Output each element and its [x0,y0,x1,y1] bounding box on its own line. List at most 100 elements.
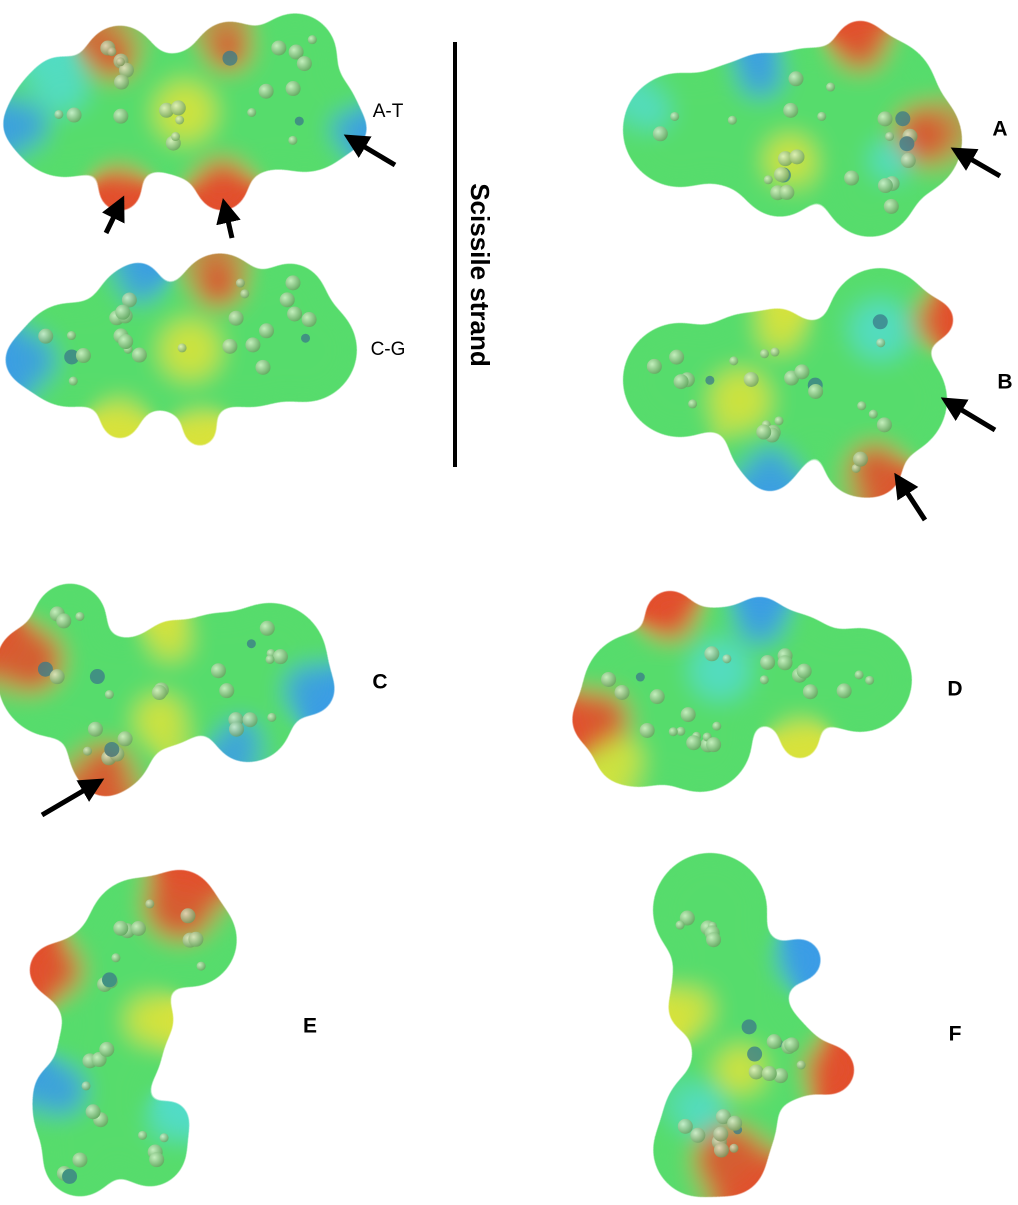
atom [145,899,154,908]
atom [770,348,779,357]
potential-spot [35,1065,85,1115]
panel-label: B [997,371,1012,394]
atom [784,1037,799,1052]
atom [222,51,237,66]
atom [308,35,317,44]
atom [878,111,893,126]
potential-spot [196,159,248,211]
atom [876,338,885,347]
potential-spot [758,308,802,352]
potential-spot [736,596,784,644]
potential-spot [630,90,670,130]
atom [878,178,893,193]
potential-spot [160,320,220,380]
potential-spot [695,1125,765,1195]
potential-spot [150,1100,190,1140]
atom [728,116,737,125]
panel-label: F [949,1023,962,1046]
atom [67,108,82,123]
atom [267,713,276,722]
potential-spot [100,400,140,440]
potential-spot [285,665,335,715]
arrow [42,781,100,815]
atom [857,401,866,410]
potential-spot [182,412,218,448]
atom [104,742,119,757]
arrow [945,400,995,430]
atom [756,425,771,440]
atom [706,737,721,752]
atom [38,329,53,344]
potential-spot [145,870,215,940]
atom [783,103,798,118]
potential-spot [3,103,47,147]
atom [149,1152,164,1167]
atom [271,40,286,55]
atom [171,100,186,115]
atom [247,639,256,648]
potential-spot [150,620,190,660]
atom [779,185,794,200]
atom [178,343,187,352]
atom [714,1143,729,1158]
atom [653,126,668,141]
atom [674,374,689,389]
atom [865,676,874,685]
atom [869,410,878,419]
atom [760,675,769,684]
atom [747,1047,762,1062]
atom [705,376,714,385]
panel-label: C [372,671,387,694]
potential-spot [126,996,174,1044]
atom [729,356,738,365]
atom [601,672,616,687]
atom [54,110,63,119]
atom [287,306,302,321]
atom [884,199,899,214]
molecule [655,855,855,1195]
molecule [625,20,960,235]
atom [669,350,684,365]
molecule [625,270,955,496]
atom [113,109,128,124]
atom [245,337,260,352]
atom [83,747,92,756]
potential-spot [32,57,88,113]
atom [69,377,78,386]
atom [762,1066,777,1081]
atom [76,348,91,363]
atom [797,1061,806,1070]
potential-spot [915,300,955,340]
atom [229,311,244,326]
atom [706,932,721,947]
atom [171,132,180,141]
atom [712,722,721,731]
atom [749,1064,764,1079]
atom [75,612,84,621]
atom [72,1152,87,1167]
potential-surface [625,20,960,235]
molecule [5,255,355,448]
atom [211,663,226,678]
atom [302,312,317,327]
atom [774,416,783,425]
atom [899,136,914,151]
page: Scissile strand A-T C-G A B C D E F (() … [0,0,1018,1205]
atom [175,115,184,124]
potential-spot [738,53,782,97]
potential-spot [850,300,910,360]
atom [688,399,697,408]
atom [885,132,894,141]
molecule [3,15,368,212]
atom [259,84,274,99]
potential-spot [710,370,770,430]
potential-spot [778,938,822,982]
atom [301,334,310,343]
pair-label: A-T [373,101,404,122]
atom [760,349,769,358]
atom [690,1128,705,1143]
atom [877,417,892,432]
atom [817,112,826,121]
potential-spot [805,1045,855,1095]
atom [855,670,864,679]
